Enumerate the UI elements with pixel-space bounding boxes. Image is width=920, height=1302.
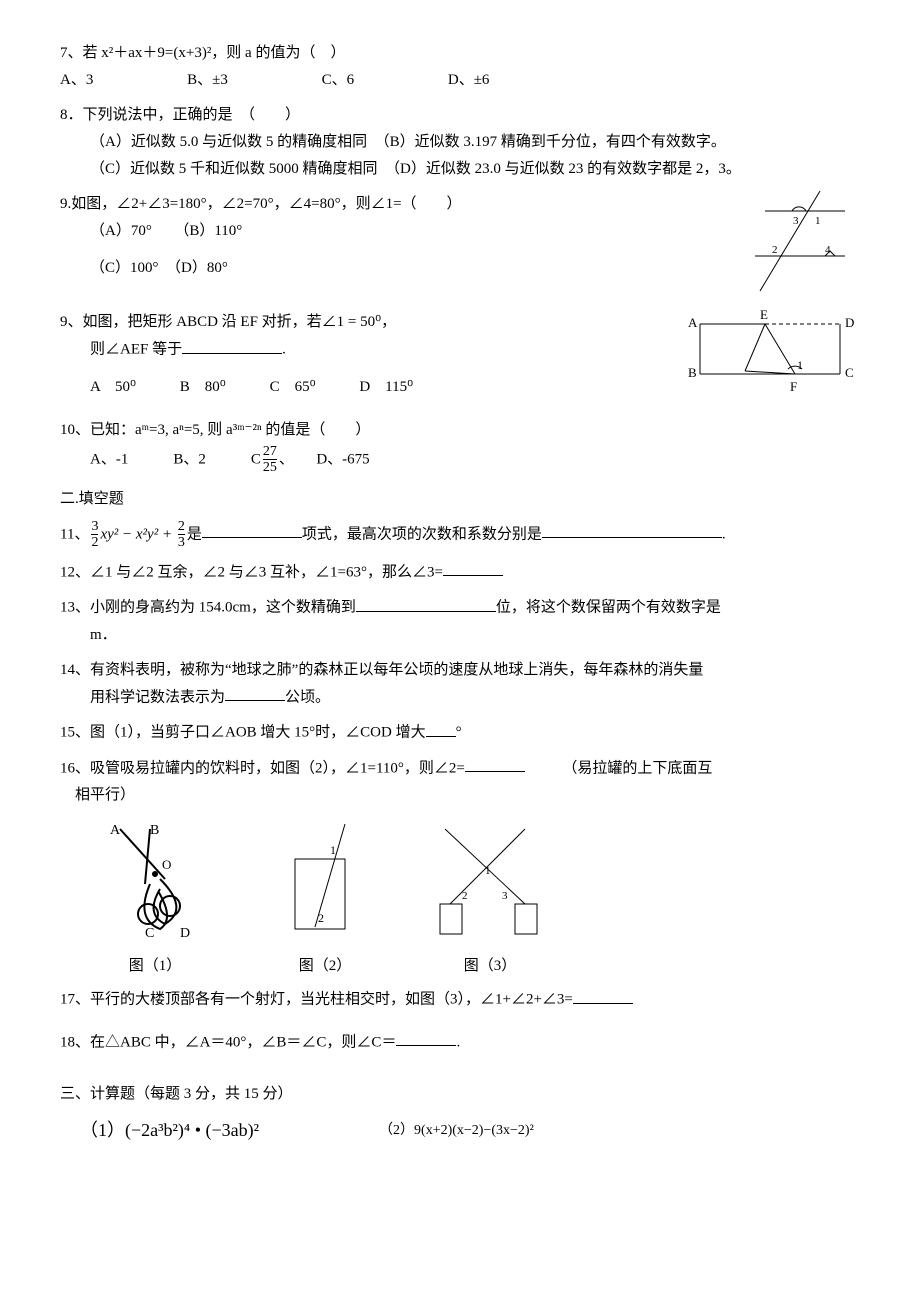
blank xyxy=(573,986,633,1004)
question-18: 18、在△ABC 中，∠A＝40°，∠B＝∠C，则∠C＝. xyxy=(60,1029,860,1057)
blank xyxy=(356,594,496,612)
svg-text:A: A xyxy=(110,823,121,838)
question-13: 13、小刚的身高约为 154.0cm，这个数精确到位，将这个数保留两个有效数字是… xyxy=(60,594,860,649)
svg-text:4: 4 xyxy=(825,244,831,256)
calc-2: （2）9(x+2)(x−2)−(3x−2)² xyxy=(379,1114,534,1146)
blank xyxy=(426,719,456,737)
question-11: 11、32xy² − x²y² + 23是项式，最高次项的次数和系数分别是. xyxy=(60,519,860,551)
q10-opts: A、-1 B、2 C2725、 D、-675 xyxy=(60,444,860,476)
question-15: 15、图（1），当剪子口∠AOB 增大 15°时，∠COD 增大° xyxy=(60,719,860,747)
q8-line-ab: （A）近似数 5.0 与近似数 5 的精确度相同 （B）近似数 3.197 精确… xyxy=(60,129,860,156)
fraction-27-25: 2725 xyxy=(263,444,277,476)
blank xyxy=(202,521,302,539)
svg-text:1: 1 xyxy=(815,215,821,227)
can-diagram: 1 2 xyxy=(280,819,370,939)
svg-text:E: E xyxy=(760,309,768,322)
svg-text:2: 2 xyxy=(772,244,778,256)
q7-opt-d: D、±6 xyxy=(448,67,490,94)
scissors-diagram: A B O C D xyxy=(90,819,220,939)
fraction-2-3: 23 xyxy=(178,519,185,551)
figure-2: 1 2 图（2） xyxy=(280,819,370,980)
blank xyxy=(182,336,282,354)
svg-text:D: D xyxy=(845,315,854,330)
question-9: 3 1 2 4 9.如图，∠2+∠3=180°，∠2=70°，∠4=80°，则∠… xyxy=(60,191,860,301)
question-8: 8．下列说法中，正确的是 （ ） （A）近似数 5.0 与近似数 5 的精确度相… xyxy=(60,102,860,183)
q7-opt-a: A、3 xyxy=(60,67,93,94)
svg-text:F: F xyxy=(790,379,797,394)
question-10: 10、已知：aᵐ=3, aⁿ=5, 则 a³ᵐ⁻²ⁿ 的值是（ ） A、-1 B… xyxy=(60,417,860,476)
figures-row: A B O C D 图（1） 1 2 图（2） 1 2 3 图（3） xyxy=(90,819,860,980)
question-9b: A E D B F C 1 9、如图，把矩形 ABCD 沿 EF 对折，若∠1 … xyxy=(60,309,860,409)
q8-text: 8．下列说法中，正确的是 （ ） xyxy=(60,102,860,129)
svg-text:1: 1 xyxy=(485,865,491,877)
calc-problems: （1）(−2a³b²)⁴ • (−3ab)² （2）9(x+2)(x−2)−(3… xyxy=(60,1114,860,1146)
blank xyxy=(443,559,503,577)
svg-text:B: B xyxy=(688,365,697,380)
q7-opt-b: B、±3 xyxy=(187,67,228,94)
fraction-3-2: 32 xyxy=(91,519,98,551)
blank xyxy=(225,684,285,702)
q8-line-cd: （C）近似数 5 千和近似数 5000 精确度相同 （D）近似数 23.0 与近… xyxy=(60,156,860,183)
svg-text:1: 1 xyxy=(797,358,803,372)
svg-text:3: 3 xyxy=(793,215,799,227)
svg-text:B: B xyxy=(150,823,159,838)
buildings-diagram: 1 2 3 xyxy=(430,819,550,939)
question-16: 16、吸管吸易拉罐内的饮料时，如图（2），∠1=110°，则∠2= （易拉罐的上… xyxy=(60,755,860,810)
svg-text:2: 2 xyxy=(318,911,324,925)
svg-text:A: A xyxy=(688,315,698,330)
question-14: 14、有资料表明，被称为“地球之肺”的森林正以每年公顷的速度从地球上消失，每年森… xyxy=(60,657,860,712)
figure-1: A B O C D 图（1） xyxy=(90,819,220,980)
q7-opt-c: C、6 xyxy=(322,67,355,94)
svg-text:3: 3 xyxy=(502,890,508,902)
svg-text:D: D xyxy=(180,926,190,939)
blank xyxy=(542,521,722,539)
question-17: 17、平行的大楼顶部各有一个射灯，当光柱相交时，如图（3），∠1+∠2+∠3= xyxy=(60,986,860,1014)
blank xyxy=(396,1029,456,1047)
calc-1: （1）(−2a³b²)⁴ • (−3ab)² xyxy=(60,1114,259,1146)
question-12: 12、∠1 与∠2 互余，∠2 与∠3 互补，∠1=63°，那么∠3= xyxy=(60,559,860,587)
q7-text: 7、若 x²＋ax＋9=(x+3)²，则 a 的值为（ ） xyxy=(60,45,345,61)
section-2-title: 二.填空题 xyxy=(60,486,860,513)
svg-text:1: 1 xyxy=(330,843,336,857)
figure-3: 1 2 3 图（3） xyxy=(430,819,550,980)
q10-text: 10、已知：aᵐ=3, aⁿ=5, 则 a³ᵐ⁻²ⁿ 的值是（ ） xyxy=(60,417,860,444)
blank xyxy=(465,755,525,773)
question-7: 7、若 x²＋ax＋9=(x+3)²，则 a 的值为（ ） A、3 B、±3 C… xyxy=(60,40,860,94)
angle-diagram-q9: 3 1 2 4 xyxy=(730,191,860,301)
rect-fold-diagram: A E D B F C 1 xyxy=(680,309,860,409)
svg-text:O: O xyxy=(162,857,171,872)
svg-text:C: C xyxy=(145,926,154,939)
svg-text:C: C xyxy=(845,365,854,380)
svg-text:2: 2 xyxy=(462,890,468,902)
section-3-title: 三、计算题（每题 3 分，共 15 分） xyxy=(60,1081,860,1108)
